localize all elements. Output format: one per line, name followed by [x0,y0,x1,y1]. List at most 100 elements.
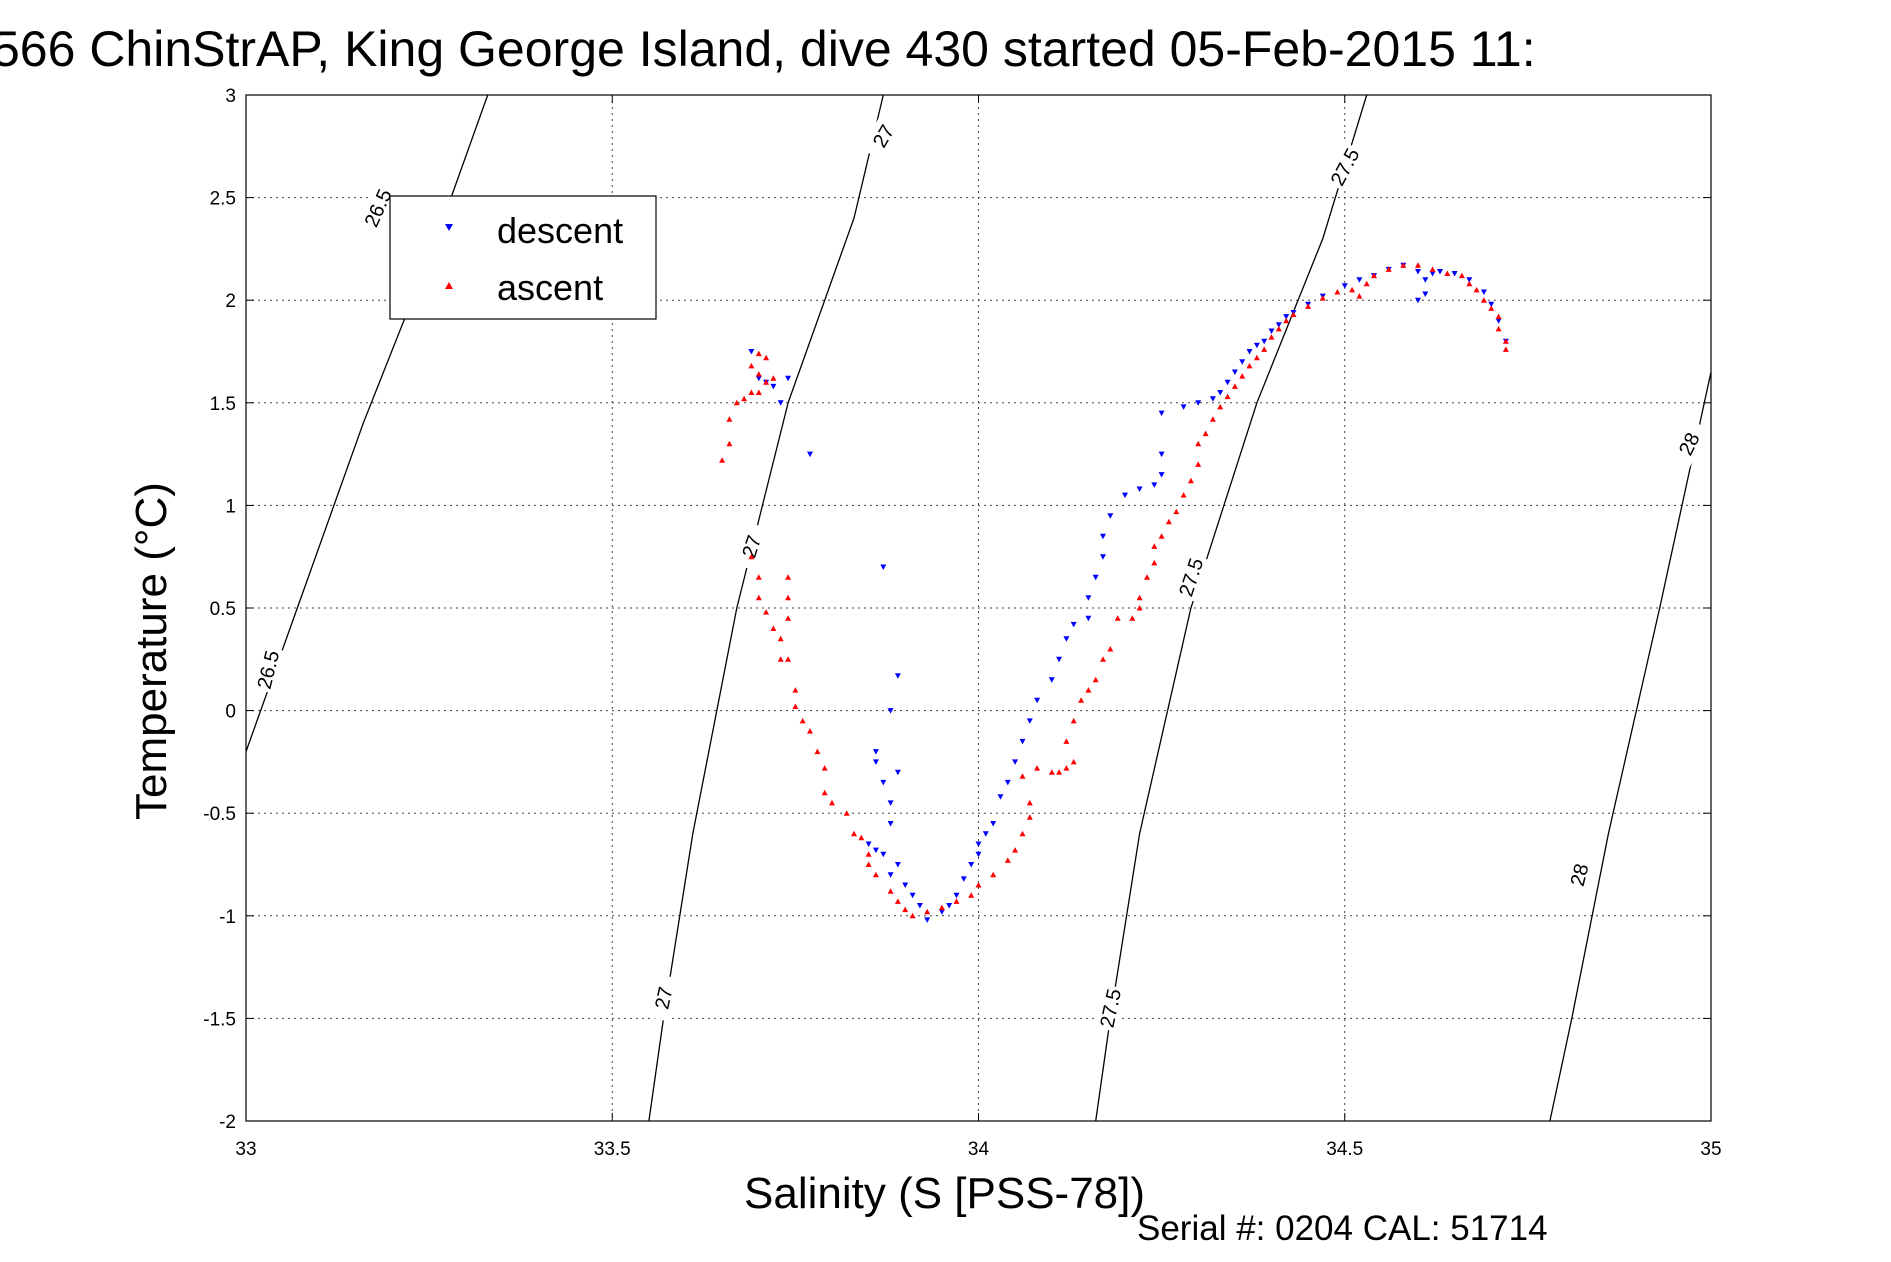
ascent-point [975,882,982,888]
contour-label-group: 27 [861,110,904,161]
contour-label-background [250,645,284,694]
ascent-point [1085,687,1092,693]
legend-item-ascent: ascent [445,267,603,308]
descent-point [880,851,887,858]
ascent-point [785,574,792,580]
descent-point [1019,738,1026,745]
descent-point [1451,271,1458,277]
y-tick-label: 1.5 [210,394,236,415]
ascent-point [1158,533,1165,539]
ascent-point [1114,615,1121,621]
descent-point [887,821,894,827]
descent-point [1100,533,1106,540]
descent-point [990,821,997,827]
descent-point [924,917,931,923]
descent-point [1217,390,1224,396]
chart-title: 566 ChinStrAP, King George Island, dive … [0,21,1536,77]
ascent-point [1202,430,1209,437]
descent-point [1283,314,1290,320]
descent-point [1070,621,1077,628]
descent-point [770,383,777,390]
ascent-point [1063,765,1070,771]
ascent-point [902,906,909,913]
ascent-point [843,810,850,816]
ascent-point [1078,697,1085,703]
legend: descent ascent [389,195,657,320]
ascent-point [1495,325,1502,332]
descent-point [1158,451,1165,458]
descent-point [1253,342,1260,349]
contour-label-background [1093,983,1126,1032]
descent-point [748,349,755,355]
ascent-point [770,375,777,381]
descent-point [1026,718,1033,724]
ascent-point [748,389,755,395]
y-tick-label: -2 [219,1112,236,1133]
ascent-point [1012,847,1019,853]
descent-point [938,909,945,915]
ascent-point [1385,266,1392,272]
ascent-point [872,871,879,878]
descent-point [1158,410,1165,417]
ascent-point [865,851,872,857]
descent-point [755,375,762,382]
ascent-point [748,362,755,369]
ascent-point [1056,769,1063,775]
descent-point [1415,269,1421,275]
legend-box [389,195,657,320]
descent-point [975,851,982,858]
descent-point [982,831,989,837]
descent-point [1422,291,1429,297]
descent-point [887,800,894,806]
ascent-point [1195,461,1202,467]
ascent-point [1290,311,1297,318]
ascent-point [1473,286,1480,293]
descent-point [872,749,879,755]
ascent-point [1371,272,1377,279]
ascent-point [1231,383,1238,389]
ascent-point [1136,594,1143,601]
x-tick-label: 33.5 [594,1139,631,1160]
ascent-point [1356,293,1363,299]
descent-point [1488,301,1495,308]
y-tick-label: 0 [225,702,236,723]
ascent-point [726,440,733,447]
contour-label-background [732,521,769,571]
ascent-point [1136,605,1143,611]
ascent-point [785,594,792,601]
descent-point [1415,297,1421,304]
ascent-point [1048,769,1055,775]
contour-label-background [646,973,679,1022]
descent-point [1209,396,1216,402]
contour-label-background [1322,141,1365,192]
descent-point [1107,513,1114,519]
ascent-point [1026,799,1033,806]
ascent-point [858,834,865,841]
ascent-point [821,765,828,771]
x-axis-label: Salinity (S [PSS-78]) [744,1169,1145,1218]
ascent-point [938,904,945,911]
ascent-point [755,371,762,377]
descent-point [968,862,975,868]
descent-point [1341,283,1348,289]
ascent-point [1151,559,1158,566]
descent-point [1275,322,1282,328]
ascent-point [821,789,828,796]
descent-point [1056,656,1063,663]
contour-label-group: 28 [1561,850,1596,899]
series-ascent [719,262,1509,919]
ascent-point [1019,830,1026,837]
y-axis-ticks: -2 -1.5 -1 -0.5 0 0.5 1 1.5 2 2.5 3 [203,86,1711,1133]
descent-point [1261,338,1268,345]
contour-label: 27 [651,985,677,1011]
ascent-point [1144,574,1150,580]
ascent-point [1253,354,1260,361]
ascent-point [1180,492,1187,498]
y-tick-label: 2.5 [210,189,236,210]
x-tick-label: 35 [1700,1139,1721,1160]
descent-point [1180,404,1187,410]
descent-point [997,794,1004,800]
ascent-point [1034,765,1041,771]
descent-point [785,375,792,382]
descent-point [1422,277,1429,283]
